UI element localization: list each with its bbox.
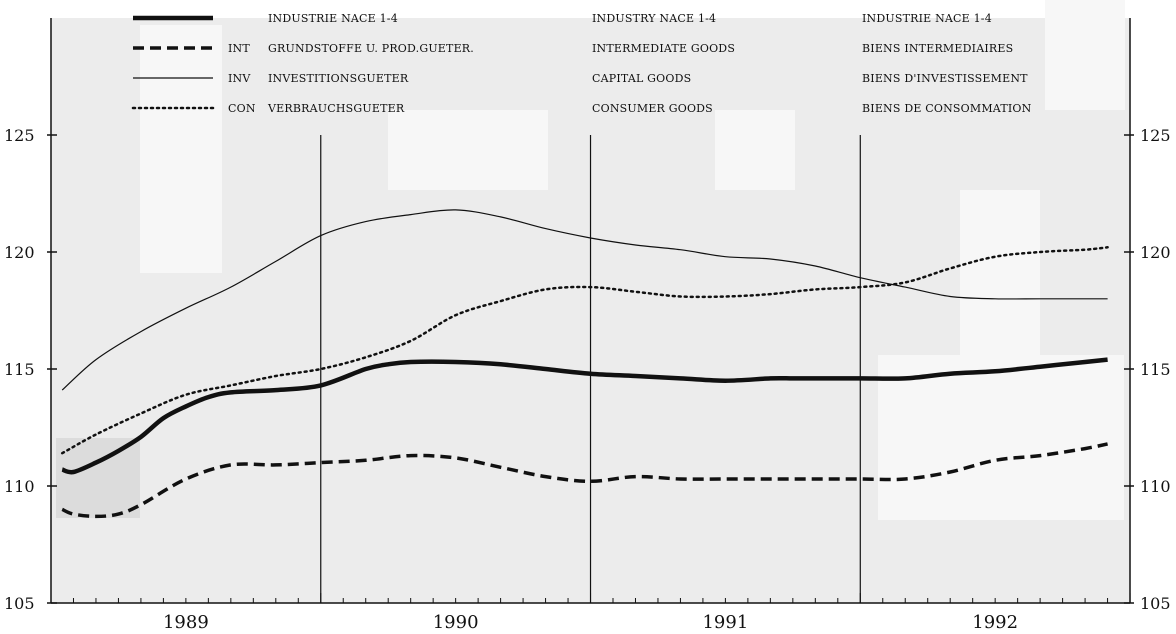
y-tick-label-right: 115 [1140,360,1171,379]
series-line-thick [61,357,1108,475]
legend-label-de: INDUSTRIE NACE 1-4 [268,12,398,25]
y-tick-label-left: 110 [4,477,35,496]
legend-label-de: GRUNDSTOFFE U. PROD.GUETER. [268,42,474,55]
y-tick-label-right: 120 [1140,243,1171,262]
y-tick-label-left: 115 [4,360,35,379]
background-block [715,110,795,190]
legend-label-de: INVESTITIONSGUETER [268,72,409,85]
legend-code: INV [228,72,251,85]
y-tick-label-left: 125 [4,126,35,145]
legend-code: CON [228,102,256,115]
x-year-label: 1989 [163,612,209,633]
series-line-dotted [60,246,1109,455]
background-block [140,25,222,273]
y-tick-label-left: 105 [4,594,35,613]
legend-label-en: CONSUMER GOODS [592,102,713,115]
series-line-dashed [61,442,1108,519]
legend-label-fr: BIENS D'INVESTISSEMENT [862,72,1028,85]
chart-ticks: 105 105 110 110 115 115 120 120 125 125 1989 1990 19… [4,126,1171,633]
y-tick-label-left: 120 [4,243,35,262]
chart-series [60,209,1109,519]
background-block [1045,0,1125,110]
y-tick-label-right: 105 [1140,594,1171,613]
x-year-label: 1991 [702,612,748,633]
background-block [56,438,140,518]
series-line-thin [61,209,1108,391]
legend-code: INT [228,42,250,55]
legend-label-en: INDUSTRY NACE 1-4 [592,12,716,25]
legend-label-fr: BIENS INTERMEDIAIRES [862,42,1013,55]
x-year-label: 1992 [972,612,1018,633]
x-year-label: 1990 [433,612,479,633]
background-block [388,110,548,190]
background-block [878,355,1124,520]
chart-legend: INDUSTRIE NACE 1-4 INDUSTRY NACE 1-4 INDUS… [131,12,1032,115]
legend-label-fr: BIENS DE CONSOMMATION [862,102,1032,115]
legend-label-fr: INDUSTRIE NACE 1-4 [862,12,992,25]
legend-label-de: VERBRAUCHSGUETER [267,102,405,115]
y-tick-label-right: 125 [1140,126,1171,145]
legend-label-en: CAPITAL GOODS [592,72,691,85]
legend-label-en: INTERMEDIATE GOODS [592,42,735,55]
y-tick-label-right: 110 [1140,477,1171,496]
